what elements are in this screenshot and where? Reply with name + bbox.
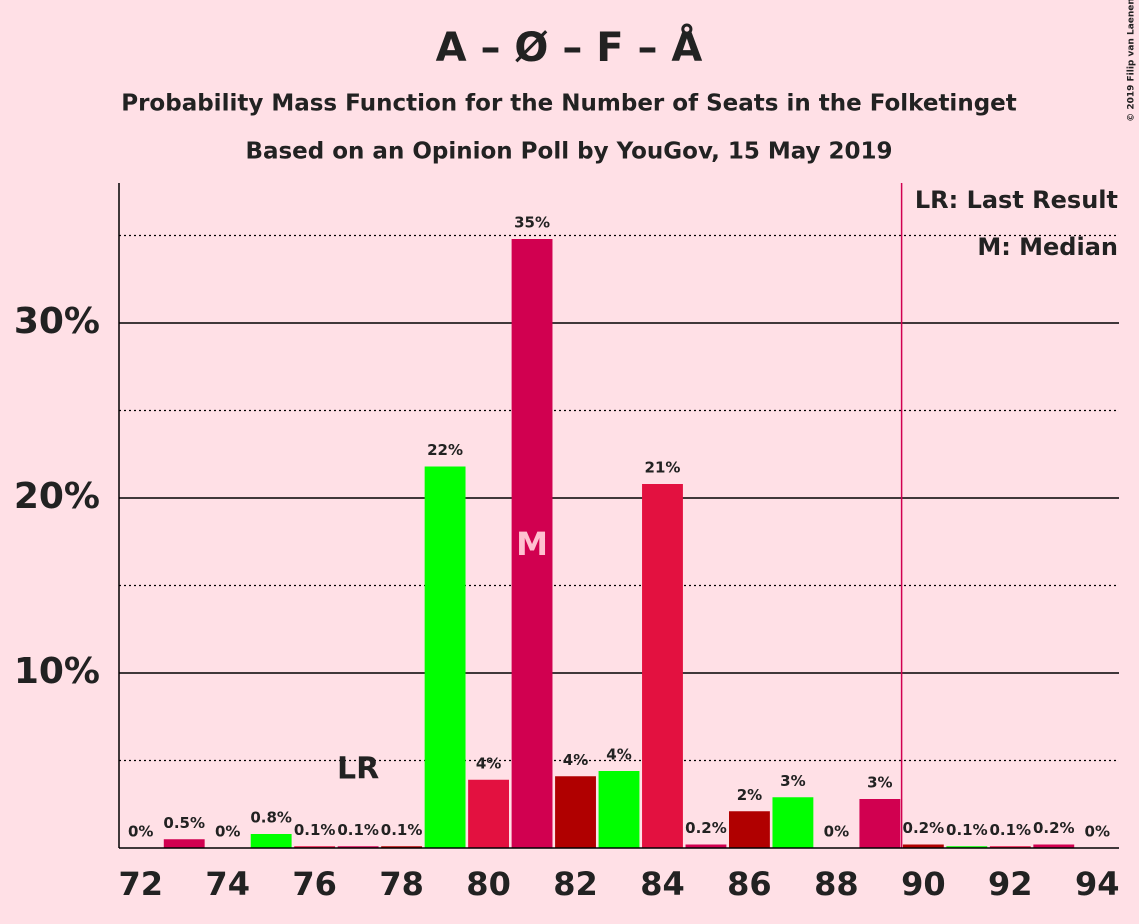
bar [424,466,466,848]
chart-subtitle: Probability Mass Function for the Number… [121,91,1017,117]
bar [902,844,944,848]
chart-subtitle: Based on an Opinion Poll by YouGov, 15 M… [245,139,892,165]
x-tick-label: 94 [1075,865,1120,903]
value-label: 0.1% [294,821,336,839]
bar [859,799,901,848]
bar [511,239,553,848]
value-label: 0.5% [163,814,205,832]
value-label: 0.2% [685,819,727,837]
y-tick-label: 20% [14,476,100,517]
value-label: 21% [645,459,681,477]
median-label: M [516,525,548,563]
bar [685,844,727,848]
value-label: 0% [215,823,240,841]
value-label: 0.1% [989,821,1031,839]
bar [946,846,988,848]
x-tick-label: 74 [205,865,250,903]
last-result-label: LR [337,752,379,787]
bar [250,834,292,848]
value-label: 0.1% [337,821,379,839]
chart-title: A – Ø – F – Å [436,22,703,71]
value-label: 0.8% [250,809,292,827]
value-label: 0.2% [1033,819,1075,837]
y-tick-label: 30% [14,301,100,342]
value-label: 0% [128,823,153,841]
legend-entry: LR: Last Result [915,186,1118,214]
bar [381,846,423,848]
x-tick-label: 82 [553,865,598,903]
value-label: 4% [563,751,588,769]
value-label: 0.1% [946,821,988,839]
value-label: 0% [1085,823,1110,841]
value-label: 4% [476,754,501,772]
bar [468,779,509,848]
x-tick-label: 92 [988,865,1033,903]
bar [772,797,814,848]
bar [294,846,336,848]
bar [555,776,596,848]
x-tick-label: 84 [640,865,685,903]
x-tick-label: 80 [466,865,511,903]
value-label: 0% [824,823,849,841]
legend-entry: M: Median [977,233,1118,261]
x-tick-label: 86 [727,865,772,903]
value-label: 0.2% [903,819,945,837]
value-label: 3% [867,774,892,792]
value-label: 4% [606,746,631,764]
value-label: 0.1% [381,821,423,839]
value-label: 22% [427,441,463,459]
value-label: 3% [780,772,805,790]
value-label: 2% [737,786,762,804]
x-tick-label: 90 [901,865,946,903]
bar [598,771,640,848]
bar [1033,844,1075,848]
copyright: © 2019 Filip van Laenen [1127,0,1137,122]
x-tick-label: 78 [379,865,424,903]
bar [989,846,1031,848]
x-tick-label: 88 [814,865,859,903]
bar [163,839,205,848]
x-tick-label: 72 [118,865,163,903]
bar [642,484,683,848]
y-tick-label: 10% [14,651,100,692]
value-label: 35% [514,214,550,232]
x-tick-label: 76 [292,865,337,903]
bar [729,811,770,848]
bar [337,846,379,848]
